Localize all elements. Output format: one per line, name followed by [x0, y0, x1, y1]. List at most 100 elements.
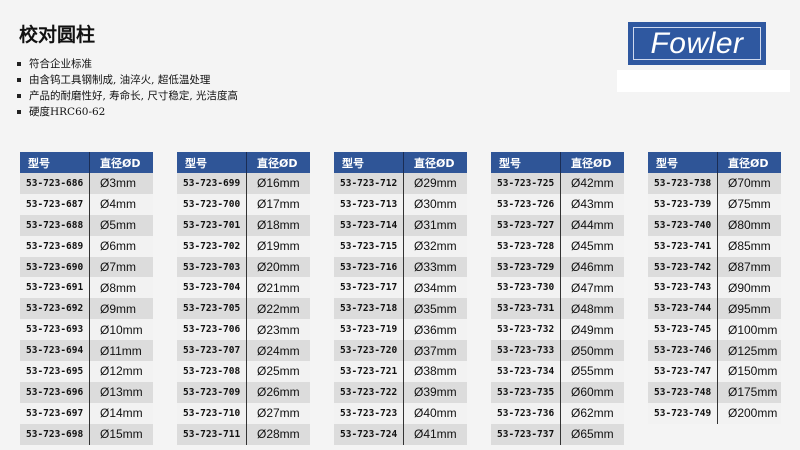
table-row: 53-723-718 Ø35mm — [334, 298, 467, 320]
page-title: 校对圆柱 — [19, 24, 96, 46]
table-row: 53-723-745 Ø100mm — [648, 319, 781, 341]
table-row: 53-723-726 Ø43mm — [491, 193, 624, 215]
model-cell: 53-723-745 — [648, 319, 718, 341]
table-row: 53-723-697 Ø14mm — [20, 402, 153, 424]
table-row: 53-723-728 Ø45mm — [491, 235, 624, 257]
table-header: 型号 直径ØD — [491, 152, 624, 173]
model-cell: 53-723-738 — [648, 173, 718, 194]
diameter-cell: Ø37mm — [414, 343, 457, 358]
header-model: 型号 — [334, 152, 404, 173]
model-cell: 53-723-731 — [491, 298, 561, 320]
model-cell: 53-723-690 — [20, 256, 90, 278]
model-cell: 53-723-695 — [20, 361, 90, 382]
diameter-cell: Ø13mm — [100, 385, 143, 400]
table-row: 53-723-724 Ø41mm — [334, 423, 467, 445]
diameter-cell: Ø9mm — [100, 301, 136, 316]
bullet-icon — [17, 110, 21, 114]
feature-item: 由含钨工具钢制成, 油淬火, 超低温处理 — [17, 72, 238, 88]
model-cell: 53-723-705 — [177, 298, 247, 320]
model-cell: 53-723-691 — [20, 277, 90, 299]
table-row: 53-723-716 Ø33mm — [334, 256, 467, 278]
table-row: 53-723-725 Ø42mm — [491, 173, 624, 194]
model-cell: 53-723-714 — [334, 214, 404, 236]
diameter-cell: Ø19mm — [257, 239, 300, 254]
header-model: 型号 — [177, 152, 247, 173]
header-diameter: 直径ØD — [571, 156, 612, 170]
model-cell: 53-723-736 — [491, 402, 561, 424]
model-cell: 53-723-707 — [177, 340, 247, 362]
diameter-cell: Ø125mm — [728, 343, 778, 358]
fowler-logo: Fowler — [628, 22, 766, 65]
diameter-cell: Ø11mm — [100, 343, 142, 358]
diameter-cell: Ø75mm — [728, 197, 771, 212]
model-cell: 53-723-700 — [177, 193, 247, 215]
diameter-cell: Ø87mm — [728, 260, 771, 274]
table-row: 53-723-748 Ø175mm — [648, 381, 781, 403]
model-cell: 53-723-718 — [334, 298, 404, 320]
table-row: 53-723-720 Ø37mm — [334, 340, 467, 362]
diameter-cell: Ø45mm — [571, 239, 614, 254]
table-row: 53-723-731 Ø48mm — [491, 298, 624, 320]
header-diameter: 直径ØD — [100, 156, 141, 170]
model-cell: 53-723-733 — [491, 340, 561, 362]
model-cell: 53-723-715 — [334, 235, 404, 257]
model-cell: 53-723-728 — [491, 235, 561, 257]
feature-item: 产品的耐磨性好, 寿命长, 尺寸稳定, 光洁度高 — [17, 88, 238, 104]
diameter-cell: Ø25mm — [257, 364, 300, 379]
model-cell: 53-723-688 — [20, 214, 90, 236]
diameter-cell: Ø100mm — [728, 322, 778, 337]
diameter-cell: Ø18mm — [257, 218, 300, 233]
table-row: 53-723-707 Ø24mm — [177, 340, 310, 362]
bullet-icon — [17, 62, 21, 66]
diameter-cell: Ø5mm — [100, 218, 136, 233]
diameter-cell: Ø20mm — [257, 260, 300, 274]
model-cell: 53-723-699 — [177, 173, 247, 194]
table-row: 53-723-695 Ø12mm — [20, 361, 153, 382]
model-cell: 53-723-725 — [491, 173, 561, 194]
diameter-cell: Ø95mm — [728, 301, 771, 316]
diameter-cell: Ø44mm — [571, 218, 614, 233]
table-row: 53-723-722 Ø39mm — [334, 381, 467, 403]
diameter-cell: Ø23mm — [257, 322, 300, 337]
diameter-cell: Ø7mm — [100, 260, 136, 274]
diameter-cell: Ø32mm — [414, 239, 457, 254]
table-row: 53-723-698 Ø15mm — [20, 423, 153, 445]
diameter-cell: Ø49mm — [571, 322, 614, 337]
model-cell: 53-723-706 — [177, 319, 247, 341]
table-row: 53-723-732 Ø49mm — [491, 319, 624, 341]
model-cell: 53-723-702 — [177, 235, 247, 257]
diameter-cell: Ø12mm — [100, 364, 143, 379]
table-row: 53-723-719 Ø36mm — [334, 319, 467, 341]
bullet-icon — [17, 94, 21, 98]
model-cell: 53-723-743 — [648, 277, 718, 299]
table-row: 53-723-741 Ø85mm — [648, 235, 781, 257]
table-row: 53-723-702 Ø19mm — [177, 235, 310, 257]
header-model: 型号 — [20, 152, 90, 173]
model-cell: 53-723-747 — [648, 361, 718, 382]
model-cell: 53-723-732 — [491, 319, 561, 341]
bullet-icon — [17, 78, 21, 82]
table-row: 53-723-730 Ø47mm — [491, 277, 624, 299]
diameter-cell: Ø6mm — [100, 239, 136, 254]
diameter-cell: Ø35mm — [414, 301, 457, 316]
diameter-cell: Ø36mm — [414, 322, 457, 337]
diameter-cell: Ø22mm — [257, 301, 300, 316]
model-cell: 53-723-709 — [177, 381, 247, 403]
size-table: 型号 直径ØD 53-723-686 Ø3mm 53-723-687 Ø4mm 53-723… — [20, 152, 153, 445]
diameter-cell: Ø40mm — [414, 406, 457, 421]
table-row: 53-723-708 Ø25mm — [177, 361, 310, 382]
model-cell: 53-723-694 — [20, 340, 90, 362]
diameter-cell: Ø8mm — [100, 280, 136, 295]
diameter-cell: Ø175mm — [728, 385, 778, 400]
table-row: 53-723-703 Ø20mm — [177, 256, 310, 278]
diameter-cell: Ø17mm — [257, 197, 300, 212]
table-row: 53-723-691 Ø8mm — [20, 277, 153, 299]
diameter-cell: Ø26mm — [257, 385, 300, 400]
table-row: 53-723-694 Ø11mm — [20, 340, 153, 362]
table-row: 53-723-733 Ø50mm — [491, 340, 624, 362]
size-table: 型号 直径ØD 53-723-725 Ø42mm 53-723-726 Ø43mm 53-7… — [491, 152, 624, 445]
table-row: 53-723-729 Ø46mm — [491, 256, 624, 278]
diameter-cell: Ø60mm — [571, 385, 614, 400]
diameter-cell: Ø33mm — [414, 260, 457, 274]
model-cell: 53-723-726 — [491, 193, 561, 215]
